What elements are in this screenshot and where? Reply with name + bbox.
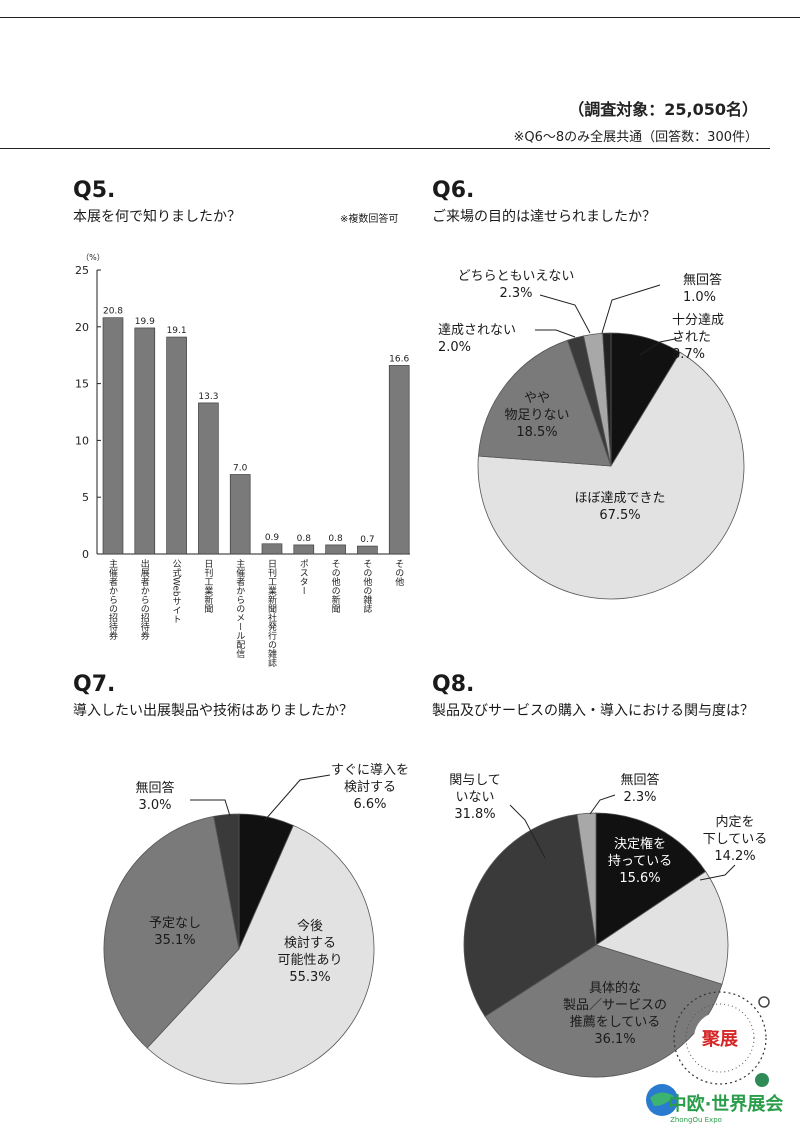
- q7-slice-無回答: [213, 813, 240, 950]
- q8-slice-関与していない: [463, 813, 597, 1017]
- q8-slice-無回答: [576, 812, 597, 946]
- logo-graphic: 聚展 中欧·世界展会 ZhongOu Expo: [646, 991, 784, 1124]
- q8-label-具体的な製品サービスの推薦をしている: 具体的な 製品／サービスの 推薦をしている 36.1%: [562, 981, 667, 1047]
- q6-label-無回答: 無回答 1.0%: [683, 273, 723, 305]
- value-label-主催者からのメール配信: 7.0: [233, 463, 248, 473]
- value-label-その他の雑誌: 0.7: [360, 535, 374, 545]
- q8-label-内定を下している: 内定を 下している 14.2%: [702, 815, 768, 864]
- bar-その他の雑誌: [357, 545, 378, 555]
- q8-question: 製品及びサービスの購入・導入における関与度は？: [432, 703, 754, 719]
- bar-出展者からの招待券: [134, 327, 156, 555]
- q6-label-どちらともいえない: どちらともいえない 2.3%: [457, 269, 575, 301]
- value-label-主催者からの招待券: 20.8: [103, 307, 123, 317]
- value-label-日刊工業新聞: 13.3: [198, 392, 218, 402]
- logo-top-text: 聚展: [701, 1029, 739, 1050]
- q6-slice-ほぼ達成できた: [477, 351, 745, 600]
- value-label-ポスター: 0.8: [297, 534, 312, 544]
- q8-label-関与していない: 関与して いない 31.8%: [449, 773, 501, 822]
- q7-question: 導入したい出展製品や技術はありましたか？: [73, 703, 353, 719]
- q5-bar-chart: （%） 0 5 10 15 20 25 20.8 19.9 19.1 13.3 7.0 0.9 0.8 0.…: [75, 253, 410, 561]
- category-label-その他: その他: [393, 559, 404, 586]
- category-label-出展者からの招待券: 出展者からの招待券: [138, 559, 149, 640]
- q6-question: ご来場の目的は達せられましたか？: [432, 209, 656, 225]
- q6-pie-chart: [477, 284, 745, 600]
- bar-その他の新聞: [325, 544, 346, 555]
- top-rule: [0, 17, 800, 18]
- q6-slice-やや物足りない: [477, 339, 612, 467]
- q5-note: ※複数回答可: [340, 214, 399, 225]
- bar-公式Webサイト: [166, 336, 187, 555]
- bar-主催者からの招待券: [102, 317, 124, 555]
- value-label-公式Webサイト: 19.1: [167, 326, 187, 336]
- q8-leader-line-1: [589, 794, 616, 815]
- y-tick-label: 5: [82, 491, 89, 504]
- logo-main-text: 中欧·世界展会: [669, 1093, 784, 1115]
- q7-leader-line-0: [264, 774, 331, 821]
- q6-leader-line-0: [639, 337, 681, 356]
- y-tick-label: 10: [75, 434, 89, 447]
- q7-slice-予定なし: [103, 815, 240, 1049]
- q6-label-達成されない: 達成されない 2.0%: [438, 323, 517, 355]
- q6-leader-line-1: [601, 284, 661, 334]
- bar-ポスター: [293, 544, 315, 555]
- zhongou-expo-logo: 聚展 中欧·世界展会 ZhongOu Expo: [640, 980, 800, 1140]
- q6-label-やや物足りない: やや 物足りない 18.5%: [504, 391, 570, 440]
- q8-number: Q8.: [432, 672, 475, 697]
- bar-日刊工業新聞: [198, 402, 219, 555]
- category-label-公式Webサイト: 公式Webサイト: [170, 559, 181, 624]
- y-tick-label: 0: [82, 548, 89, 561]
- q7-label-すぐに導入を検討する: すぐに導入を 検討する 6.6%: [330, 763, 409, 812]
- q7-label-無回答: 無回答 3.0%: [135, 781, 175, 813]
- q7-leader-line-1: [190, 799, 231, 817]
- q6-slice-無回答: [602, 332, 612, 467]
- category-label-その他の新聞: その他の新聞: [329, 559, 340, 613]
- q6-leader-line-2: [539, 294, 591, 334]
- value-label-その他: 16.6: [389, 354, 409, 364]
- q5-number: Q5.: [73, 178, 116, 203]
- category-label-その他の雑誌: その他の雑誌: [361, 559, 372, 613]
- survey-target: （調査対象：25,050名）: [568, 100, 758, 119]
- y-tick-label: 25: [75, 264, 89, 277]
- q7-slice-今後検討する可能性あり: [146, 824, 375, 1085]
- q7-label-予定なし: 予定なし 35.1%: [148, 916, 201, 948]
- y-tick-label: 15: [75, 378, 89, 391]
- q8-label-決定権を持っている: 決定権を 持っている 15.6%: [607, 837, 673, 886]
- q8-label-無回答: 無回答 2.3%: [620, 773, 660, 805]
- q8-slice-決定権を持っている: [595, 812, 707, 946]
- q8-leader-line-2: [509, 804, 546, 859]
- value-label-出展者からの招待券: 19.9: [135, 317, 155, 327]
- q6-number: Q6.: [432, 178, 475, 203]
- q8-leader-line-0: [699, 864, 736, 881]
- q6-label-ほぼ達成できた: ほぼ達成できた 67.5%: [574, 491, 666, 523]
- category-label-主催者からの招待券: 主催者からの招待券: [107, 559, 117, 640]
- q5-question: 本展を何で知りましたか？: [73, 209, 241, 225]
- q6-leader-line-3: [535, 329, 576, 338]
- category-label-主催者からのメール配信: 主催者からのメール配信: [234, 559, 245, 658]
- y-tick-label: 20: [75, 321, 89, 334]
- y-unit-label: （%）: [81, 253, 105, 262]
- category-label-日刊工業新聞社発行の雑誌: 日刊工業新聞社発行の雑誌: [266, 559, 276, 667]
- logo-sub-text: ZhongOu Expo: [670, 1116, 722, 1124]
- bar-主催者からのメール配信: [229, 474, 251, 555]
- category-label-ポスター: ポスター: [297, 559, 308, 595]
- value-label-その他の新聞: 0.8: [328, 534, 343, 544]
- bar-日刊工業新聞社発行の雑誌: [261, 543, 283, 555]
- value-label-日刊工業新聞社発行の雑誌: 0.9: [265, 533, 280, 543]
- category-label-日刊工業新聞: 日刊工業新聞: [202, 559, 213, 613]
- bar-その他: [388, 365, 410, 555]
- header-rule: [0, 148, 770, 149]
- q6-label-十分達成された: 十分達成 された 8.7%: [672, 313, 725, 362]
- header-note: ※Q6〜8のみ全展共通（回答数：300件）: [513, 130, 758, 145]
- q7-label-今後検討する可能性あり: 今後 検討する 可能性あり 55.3%: [277, 919, 343, 985]
- q7-number: Q7.: [73, 672, 116, 697]
